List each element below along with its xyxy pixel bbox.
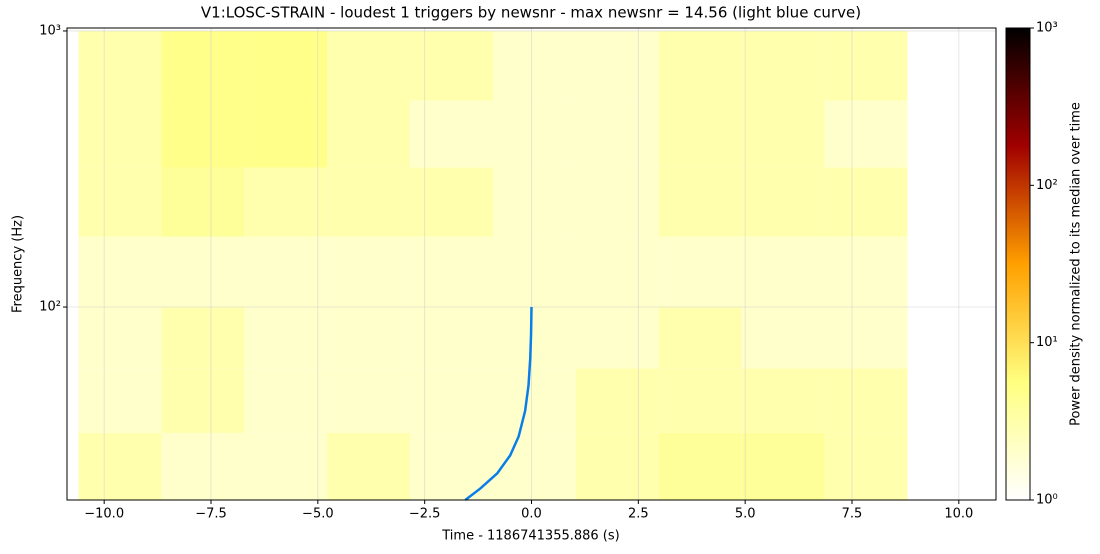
heatmap-cell (575, 236, 659, 308)
colorbar-tick-label: 10¹ (1036, 335, 1058, 350)
heatmap-cell (493, 368, 576, 433)
heatmap-cell (244, 167, 328, 237)
heatmap-cell (161, 432, 245, 500)
colorbar-tick-label: 10⁰ (1036, 493, 1058, 508)
heatmap-cell (658, 167, 742, 237)
heatmap-cell (78, 30, 162, 101)
heatmap-cell (161, 167, 245, 237)
heatmap-cell (244, 236, 328, 308)
colorbar-tick-label: 10² (1036, 178, 1058, 193)
x-tick-label: −7.5 (195, 507, 227, 522)
heatmap-cell (493, 307, 576, 369)
heatmap-cell (410, 432, 494, 500)
heatmap-cell (824, 236, 908, 308)
heatmap-cell (493, 432, 576, 500)
x-tick-label: 10.0 (944, 507, 973, 522)
heatmap-cell (327, 368, 411, 433)
heatmap-cell (161, 100, 245, 168)
heatmap-cell (410, 30, 494, 101)
heatmap-cell (741, 167, 825, 237)
heatmap-cell (161, 236, 245, 308)
heatmap-cell (741, 236, 825, 308)
x-tick-label: −2.5 (409, 507, 441, 522)
y-tick-label: 10³ (39, 23, 61, 38)
heatmap-cell (78, 236, 162, 308)
heatmap-cell (244, 30, 328, 101)
colorbar-label: Power density normalized to its median o… (1069, 102, 1084, 426)
heatmap-cell (824, 368, 908, 433)
heatmap-cell (741, 368, 825, 433)
heatmap-cell (824, 167, 908, 237)
heatmap-cell (410, 307, 494, 369)
colorbar (1005, 27, 1031, 501)
heatmap-cell (741, 307, 825, 369)
heatmap-cell (327, 100, 411, 168)
heatmap-cell (575, 100, 659, 168)
heatmap-cell (78, 307, 162, 369)
heatmap-cell (327, 236, 411, 308)
heatmap-cell (161, 307, 245, 369)
heatmap-cell (78, 368, 162, 433)
heatmap-cell (327, 432, 411, 500)
colorbar-tick-label: 10³ (1036, 21, 1058, 36)
chart-title: V1:LOSC-STRAIN - loudest 1 triggers by n… (201, 4, 861, 22)
x-tick-label: 7.5 (842, 507, 863, 522)
x-tick-label: 5.0 (735, 507, 756, 522)
y-axis-label: Frequency (Hz) (11, 215, 26, 313)
heatmap-cell (741, 100, 825, 168)
x-tick-label: −10.0 (84, 507, 124, 522)
heatmap-cell (244, 100, 328, 168)
heatmap-cell (658, 368, 742, 433)
heatmap-cell (575, 30, 659, 101)
heatmap-cell (244, 368, 328, 433)
heatmap-cell (741, 432, 825, 500)
heatmap-cell (410, 167, 494, 237)
x-axis-label: Time - 1186741355.886 (s) (441, 529, 619, 544)
heatmap-cell (575, 368, 659, 433)
x-tick-label: −5.0 (302, 507, 334, 522)
x-tick-label: 0.0 (521, 507, 542, 522)
heatmap-cell (327, 307, 411, 369)
heatmap-cell (244, 432, 328, 500)
heatmap-cell (658, 432, 742, 500)
heatmap-cell (824, 432, 908, 500)
heatmap-cell (493, 167, 576, 237)
heatmap-cell (493, 30, 576, 101)
heatmap-cell (658, 307, 742, 369)
heatmap-cell (658, 100, 742, 168)
trigger-curve (464, 307, 533, 501)
heatmap-cell (741, 30, 825, 101)
plot-frame (66, 27, 997, 501)
heatmap-cell (161, 30, 245, 101)
y-tick-label: 10² (39, 300, 61, 315)
heatmap-cell (493, 236, 576, 308)
heatmap-cell (575, 432, 659, 500)
heatmap-cell (410, 100, 494, 168)
heatmap-cell (327, 167, 411, 237)
heatmap-cell (244, 307, 328, 369)
heatmap-cell (327, 30, 411, 101)
heatmap-cell (161, 368, 245, 433)
heatmap-cell (410, 236, 494, 308)
heatmap-cell (493, 100, 576, 168)
heatmap-cell (78, 100, 162, 168)
heatmap-cell (824, 30, 908, 101)
heatmap-cell (410, 368, 494, 433)
heatmap-cell (78, 167, 162, 237)
heatmap-cell (824, 100, 908, 168)
heatmap-cell (658, 30, 742, 101)
heatmap-cell (824, 307, 908, 369)
heatmap-cell (78, 432, 162, 500)
heatmap-cell (575, 307, 659, 369)
x-tick-label: 2.5 (628, 507, 649, 522)
heatmap-cell (658, 236, 742, 308)
heatmap-cell (575, 167, 659, 237)
